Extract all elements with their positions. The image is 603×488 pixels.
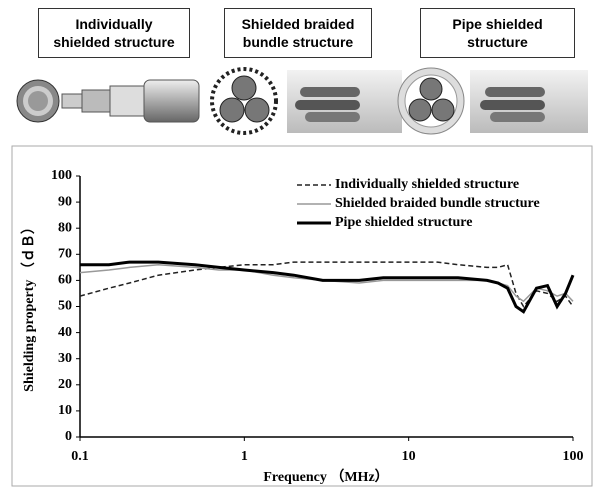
x-tick-label: 100	[563, 449, 584, 464]
legend-label: Shielded braided bundle structure	[335, 196, 540, 211]
cable-pipe	[397, 67, 588, 135]
x-tick-label: 1	[241, 449, 248, 464]
y-tick-label: 60	[58, 273, 72, 288]
structure-label: Pipe shielded structure	[420, 8, 575, 58]
x-axis-title: Frequency （MHz）	[263, 469, 388, 485]
y-tick-label: 20	[58, 377, 72, 392]
cable-individual	[16, 79, 200, 123]
illustrations	[16, 67, 588, 135]
y-tick-label: 40	[58, 325, 72, 340]
structure-label: Individually shielded structure	[38, 8, 190, 58]
y-tick-label: 70	[58, 247, 72, 262]
y-tick-label: 30	[58, 351, 72, 366]
y-tick-label: 50	[58, 299, 72, 314]
cable-braided	[210, 67, 402, 135]
legend-label: Individually shielded structure	[335, 177, 519, 192]
y-tick-label: 0	[65, 429, 72, 444]
legend-label: Pipe shielded structure	[335, 215, 472, 230]
chart-frame	[11, 145, 593, 487]
x-tick-label: 0.1	[71, 449, 89, 464]
y-tick-label: 100	[51, 168, 72, 183]
structure-label: Shielded braided bundle structure	[224, 8, 372, 58]
y-axis-title: Shielding property （ｄＢ）	[21, 220, 37, 392]
y-tick-label: 10	[58, 403, 72, 418]
x-tick-label: 10	[402, 449, 416, 464]
series-line	[80, 260, 575, 314]
y-tick-label: 80	[58, 220, 72, 235]
y-tick-label: 90	[58, 194, 72, 209]
